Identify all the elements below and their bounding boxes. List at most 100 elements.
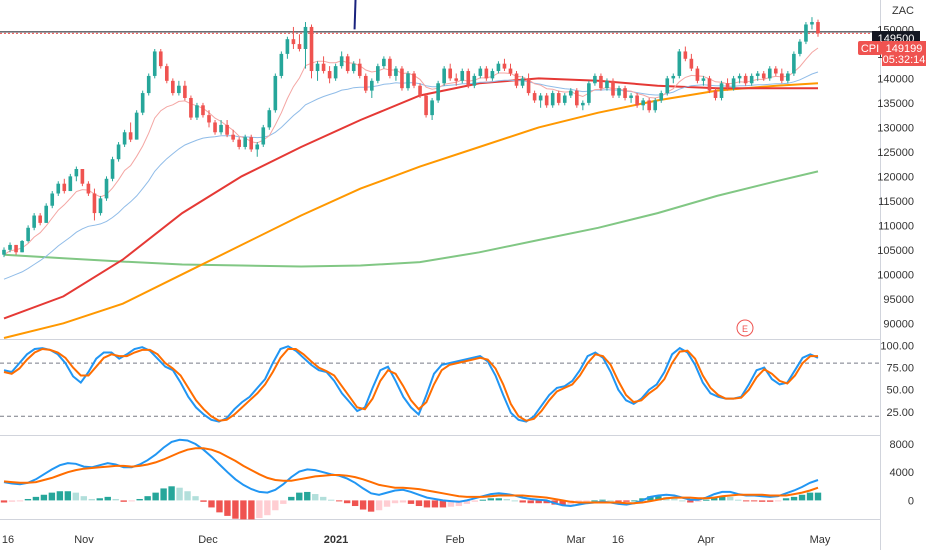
macd-histogram-bar — [623, 500, 630, 502]
candle — [92, 188, 97, 221]
candle — [538, 93, 543, 108]
candle — [327, 66, 332, 84]
price-tick-label: 140000 — [877, 73, 914, 85]
candle — [44, 203, 49, 223]
candle-body — [74, 169, 79, 177]
candle — [671, 73, 676, 84]
candle — [98, 195, 103, 216]
candle-body — [394, 68, 398, 76]
macd-histogram-bar — [88, 498, 95, 501]
macd-histogram-bar — [399, 500, 407, 503]
candle — [442, 66, 446, 86]
date-axis: 16 Nov Dec 2021 Feb Mar 16 Apr May — [2, 534, 831, 546]
stoch-tick-label: 75.00 — [886, 363, 914, 375]
candle-body — [44, 205, 49, 223]
candle-body — [484, 68, 489, 79]
candle-body — [575, 90, 579, 106]
candle-body — [677, 51, 682, 76]
candle — [430, 97, 434, 121]
stoch-tick-label: 50.00 — [886, 385, 914, 397]
candle — [369, 78, 374, 98]
candle — [333, 63, 338, 81]
candle — [605, 78, 609, 91]
macd-histogram-bar — [782, 498, 790, 501]
candle-body — [388, 58, 392, 76]
candle-body — [635, 95, 639, 106]
candle-body — [798, 41, 802, 54]
candle-body — [38, 215, 42, 223]
candle-body — [466, 71, 471, 86]
stoch-d-line — [3, 347, 818, 422]
candle — [14, 244, 18, 255]
macd-histogram-bar — [343, 500, 351, 504]
macd-histogram-bar — [463, 500, 471, 504]
date-tick-label: May — [810, 534, 831, 546]
candle — [780, 68, 784, 84]
macd-histogram-bar — [160, 488, 167, 501]
candle — [279, 51, 284, 79]
macd-histogram-bar — [671, 498, 678, 501]
candle-body — [177, 85, 181, 94]
price-tick-label: 90000 — [883, 318, 914, 330]
candle-body — [532, 93, 537, 101]
candle — [593, 73, 597, 86]
candle-body — [20, 241, 24, 253]
candle — [810, 17, 814, 30]
candle-body — [520, 78, 525, 86]
macd-tick-label: 8000 — [890, 439, 914, 451]
candle — [743, 73, 748, 86]
candle-body — [134, 112, 139, 140]
macd-histogram-bar — [224, 500, 231, 516]
candle — [249, 134, 254, 152]
candle-body — [641, 100, 645, 106]
candle-body — [562, 95, 567, 103]
candle-body — [146, 75, 151, 94]
candle-body — [581, 102, 585, 106]
candle — [80, 169, 85, 187]
candle-body — [122, 132, 127, 145]
candle — [611, 78, 615, 98]
candle — [394, 66, 398, 81]
candle — [321, 56, 326, 74]
candle-body — [454, 78, 459, 81]
date-tick-label: 16 — [612, 534, 624, 546]
candle-body — [773, 68, 778, 74]
candle-body — [327, 71, 332, 79]
candle — [418, 83, 422, 98]
candle-body — [158, 51, 163, 67]
candle — [641, 97, 645, 111]
macd-histogram-bar — [511, 500, 518, 502]
macd-histogram-bar — [192, 496, 199, 501]
candle-body — [14, 244, 18, 253]
candle-body — [297, 44, 302, 49]
candle-body — [605, 80, 609, 89]
earnings-marker[interactable]: E — [736, 319, 754, 337]
macd-histogram-bar — [383, 500, 391, 507]
candle-body — [786, 73, 790, 81]
countdown-value: 05:32:14 — [883, 54, 926, 66]
candle — [568, 88, 573, 98]
candle-body — [249, 137, 254, 150]
candle — [351, 61, 356, 74]
macd-histogram-bar — [56, 491, 64, 501]
macd-histogram-bar — [200, 500, 207, 502]
candle — [26, 225, 30, 243]
macd-histogram-bar — [535, 500, 542, 504]
candle-body — [213, 122, 217, 133]
price-tick-label: 110000 — [878, 220, 914, 232]
stochastic-pane: 100.00 75.00 50.00 25.00 — [0, 340, 914, 423]
candle — [104, 176, 109, 201]
candle-body — [351, 63, 356, 72]
candle — [382, 56, 386, 69]
candle-body — [755, 73, 760, 76]
macd-histogram-bar — [559, 500, 566, 506]
macd-histogram-bar — [176, 487, 183, 501]
candle-body — [550, 93, 555, 106]
candle-body — [231, 134, 235, 140]
macd-histogram-bar — [152, 492, 159, 501]
candle-body — [671, 75, 676, 79]
candle — [20, 240, 24, 253]
candle — [550, 90, 555, 108]
candle — [195, 102, 199, 121]
